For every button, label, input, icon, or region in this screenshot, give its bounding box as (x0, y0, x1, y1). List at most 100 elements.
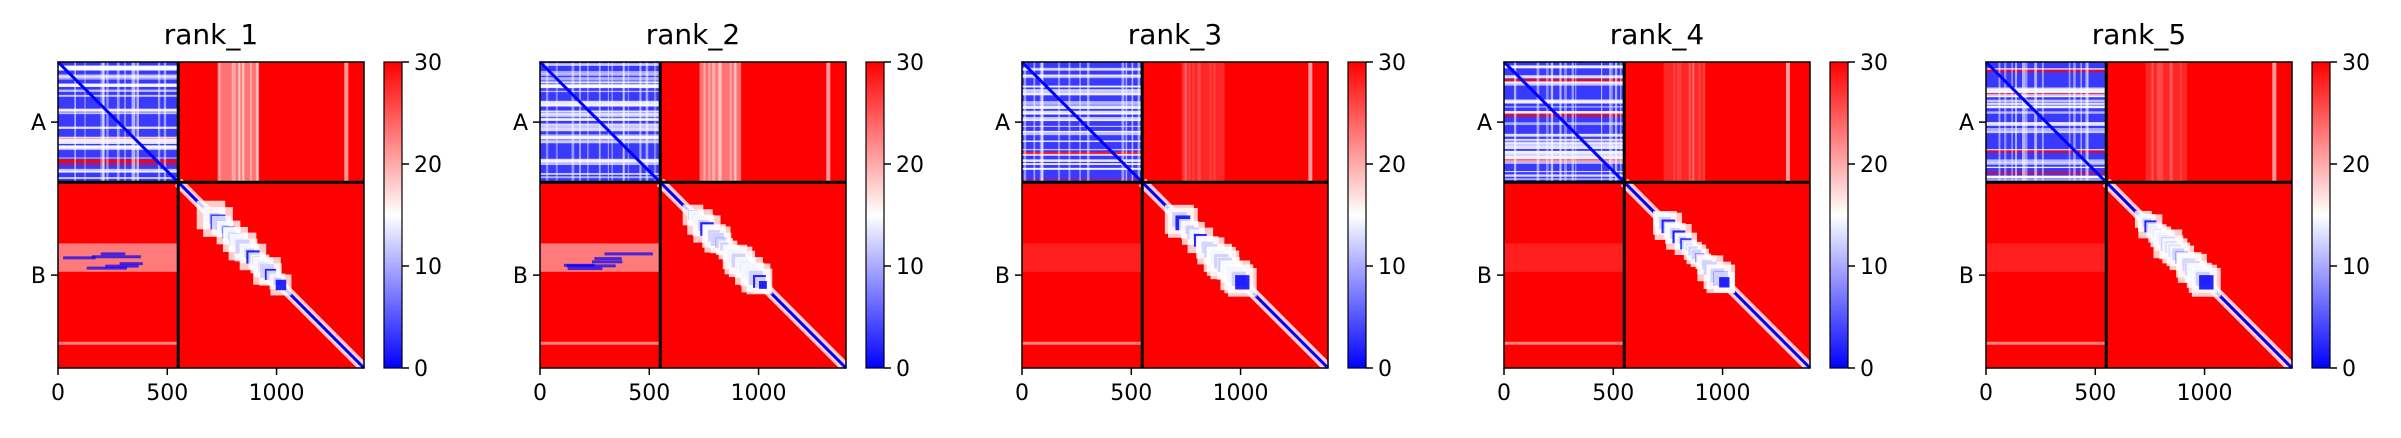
ba-texture (1504, 243, 1625, 272)
aa-stripe (1986, 88, 2107, 93)
aa-stripe (1504, 111, 1625, 115)
aa-stripe (1022, 140, 1143, 143)
aa-vstripe (1609, 62, 1612, 183)
ab-line (238, 62, 241, 183)
ab-line (2171, 62, 2174, 183)
aa-stripe (1986, 68, 2107, 73)
aa-diagonal (56, 60, 180, 184)
colorbar-tick-label: 10 (414, 255, 442, 280)
ab-line (1197, 62, 1200, 183)
bb-blob-core (1719, 277, 1730, 288)
aa-vstripe (1575, 62, 1577, 183)
aa-vstripe (1550, 62, 1553, 183)
panel-4: rank_4 0 500 1000 A B 0 10 20 30 (1477, 18, 1888, 406)
panel-2: rank_2 0 500 1000 A B 0 10 20 30 (513, 18, 924, 406)
aa-stripe (58, 75, 179, 80)
y-tick-label: B (995, 264, 1010, 289)
ab-line (703, 62, 706, 183)
aa-stripe (1986, 175, 2107, 178)
aa-stripe (1986, 162, 2107, 165)
aa-stripe (58, 94, 179, 97)
ab-line (720, 62, 723, 183)
aa-stripe (1022, 159, 1143, 162)
ab-vertical-line (2272, 62, 2277, 183)
ab-line (256, 62, 259, 183)
aa-stripe (1504, 160, 1625, 164)
colorbar-tick-label: 0 (896, 357, 910, 382)
aa-stripe (1022, 152, 1143, 156)
aa-vstripe (1536, 62, 1540, 183)
ba-horizontal-line (58, 341, 179, 345)
bb-blob-core (2199, 275, 2214, 290)
x-tick-label: 0 (1497, 381, 1511, 406)
aa-stripe (1986, 95, 2107, 98)
ab-line (2169, 62, 2172, 183)
aa-diagonal (1984, 60, 2108, 184)
ba-blue-patch (592, 260, 623, 264)
aa-vstripe (653, 62, 657, 183)
colorbar-tick-label: 20 (1860, 153, 1888, 178)
aa-stripe (1986, 128, 2107, 132)
chart-title: rank_4 (1610, 18, 1704, 51)
aa-vstripe (611, 62, 613, 183)
ba-horizontal-line (1022, 341, 1143, 345)
aa-stripe (1986, 111, 2107, 114)
y-tick-label: A (1477, 111, 1492, 136)
aa-vstripe (100, 62, 102, 183)
x-tick-label: 0 (533, 381, 547, 406)
aa-stripe (1504, 113, 1625, 117)
panel-3: rank_3 0 500 1000 A B 0 10 20 30 (995, 18, 1406, 406)
ab-line (233, 62, 236, 183)
ab-line (255, 62, 258, 183)
aa-stripe (1504, 174, 1625, 177)
ab-line (1222, 62, 1225, 183)
aa-stripe (58, 147, 179, 151)
aa-vstripe (1131, 62, 1134, 183)
colorbar (383, 61, 403, 369)
colorbar-tick-label: 30 (414, 51, 442, 76)
ab-line (231, 62, 234, 183)
x-tick-label: 0 (51, 381, 65, 406)
aa-stripe (1504, 99, 1625, 104)
aa-stripe (58, 110, 179, 113)
aa-vstripe (1138, 62, 1140, 183)
aa-vstripe (106, 62, 109, 183)
colorbar-tick-label: 10 (1378, 255, 1406, 280)
aa-vstripe (2068, 62, 2071, 183)
ab-line (1703, 62, 1706, 183)
ab-line (2158, 62, 2161, 183)
panel-1: rank_1 0 500 1000 A B 0 10 20 30 (31, 18, 442, 406)
aa-stripe (58, 89, 179, 92)
aa-stripe (58, 138, 179, 142)
ab-line (734, 62, 737, 183)
aa-stripe (1022, 131, 1143, 136)
aa-vstripe (2024, 62, 2028, 183)
aa-vstripe (1033, 62, 1036, 183)
ab-line (1692, 62, 1695, 183)
y-tick-label: B (1477, 264, 1492, 289)
aa-vstripe (2085, 62, 2088, 183)
aa-stripe (1504, 158, 1625, 162)
ab-vertical-line (826, 62, 831, 183)
ab-line (1188, 62, 1191, 183)
ab-line (1689, 62, 1692, 183)
ab-texture (1181, 62, 1224, 183)
colorbar (2311, 61, 2331, 369)
aa-stripe (1022, 168, 1143, 170)
ba-horizontal-line (540, 341, 661, 345)
aa-vstripe (133, 62, 136, 183)
colorbar-tick-label: 30 (896, 51, 924, 76)
ab-line (2179, 62, 2182, 183)
ba-horizontal-line (1986, 341, 2107, 345)
aa-vstripe (131, 62, 134, 183)
aa-vstripe (1040, 62, 1044, 183)
colorbar-tick-label: 20 (2342, 153, 2370, 178)
ab-line (249, 62, 252, 183)
aa-stripe (1986, 87, 2107, 91)
aa-stripe (1504, 171, 1625, 173)
aa-vstripe (1057, 62, 1061, 183)
y-tick-label: A (31, 111, 46, 136)
aa-vstripe (1559, 62, 1562, 183)
ab-line (1698, 62, 1701, 183)
aa-vstripe (158, 62, 161, 183)
